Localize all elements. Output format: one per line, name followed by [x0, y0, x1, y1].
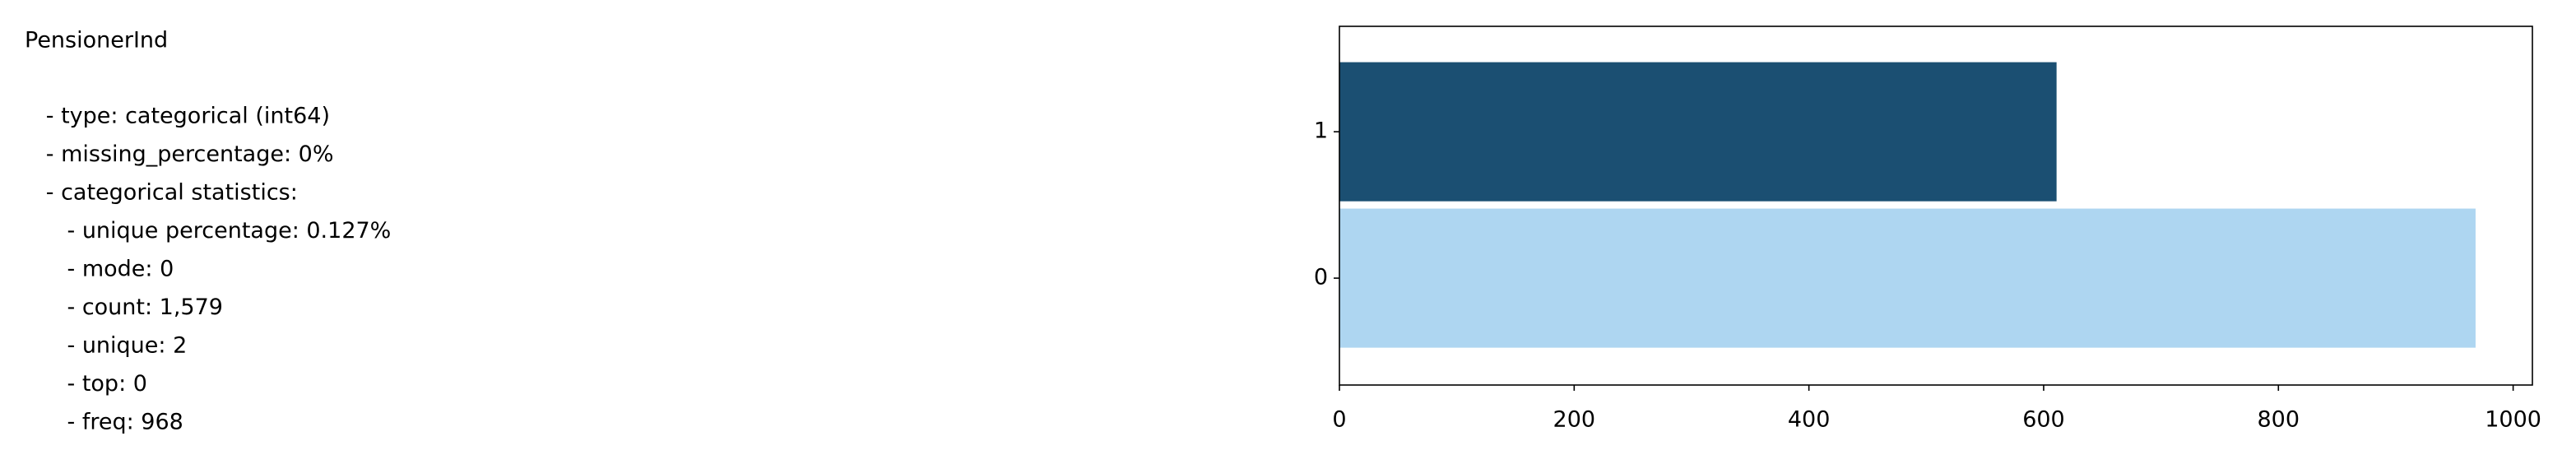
x-tick-label: 0: [1332, 407, 1346, 433]
stat-line: - count: 1,579: [25, 295, 223, 320]
stat-line: - freq: 968: [25, 410, 183, 435]
bar: [1339, 62, 2057, 202]
stat-line: - top: 0: [25, 371, 147, 397]
plot-frame: [1339, 26, 2533, 386]
x-tick-label: 1000: [2485, 407, 2541, 433]
stat-line: - unique percentage: 0.127%: [25, 218, 391, 244]
bar: [1339, 208, 2476, 348]
y-tick-label: 0: [1314, 265, 1328, 290]
stat-line: - type: categorical (int64): [25, 104, 330, 129]
variable-title: PensionerInd: [25, 28, 168, 53]
stat-line: - categorical statistics:: [25, 180, 298, 206]
stat-line: - missing_percentage: 0%: [25, 142, 333, 167]
x-tick-label: 200: [1553, 407, 1596, 433]
stat-line: - mode: 0: [25, 257, 174, 282]
x-tick-label: 400: [1788, 407, 1831, 433]
x-tick-label: 600: [2022, 407, 2065, 433]
y-tick-label: 1: [1314, 118, 1328, 144]
x-tick-label: 800: [2258, 407, 2300, 433]
stat-line: - unique: 2: [25, 333, 187, 359]
